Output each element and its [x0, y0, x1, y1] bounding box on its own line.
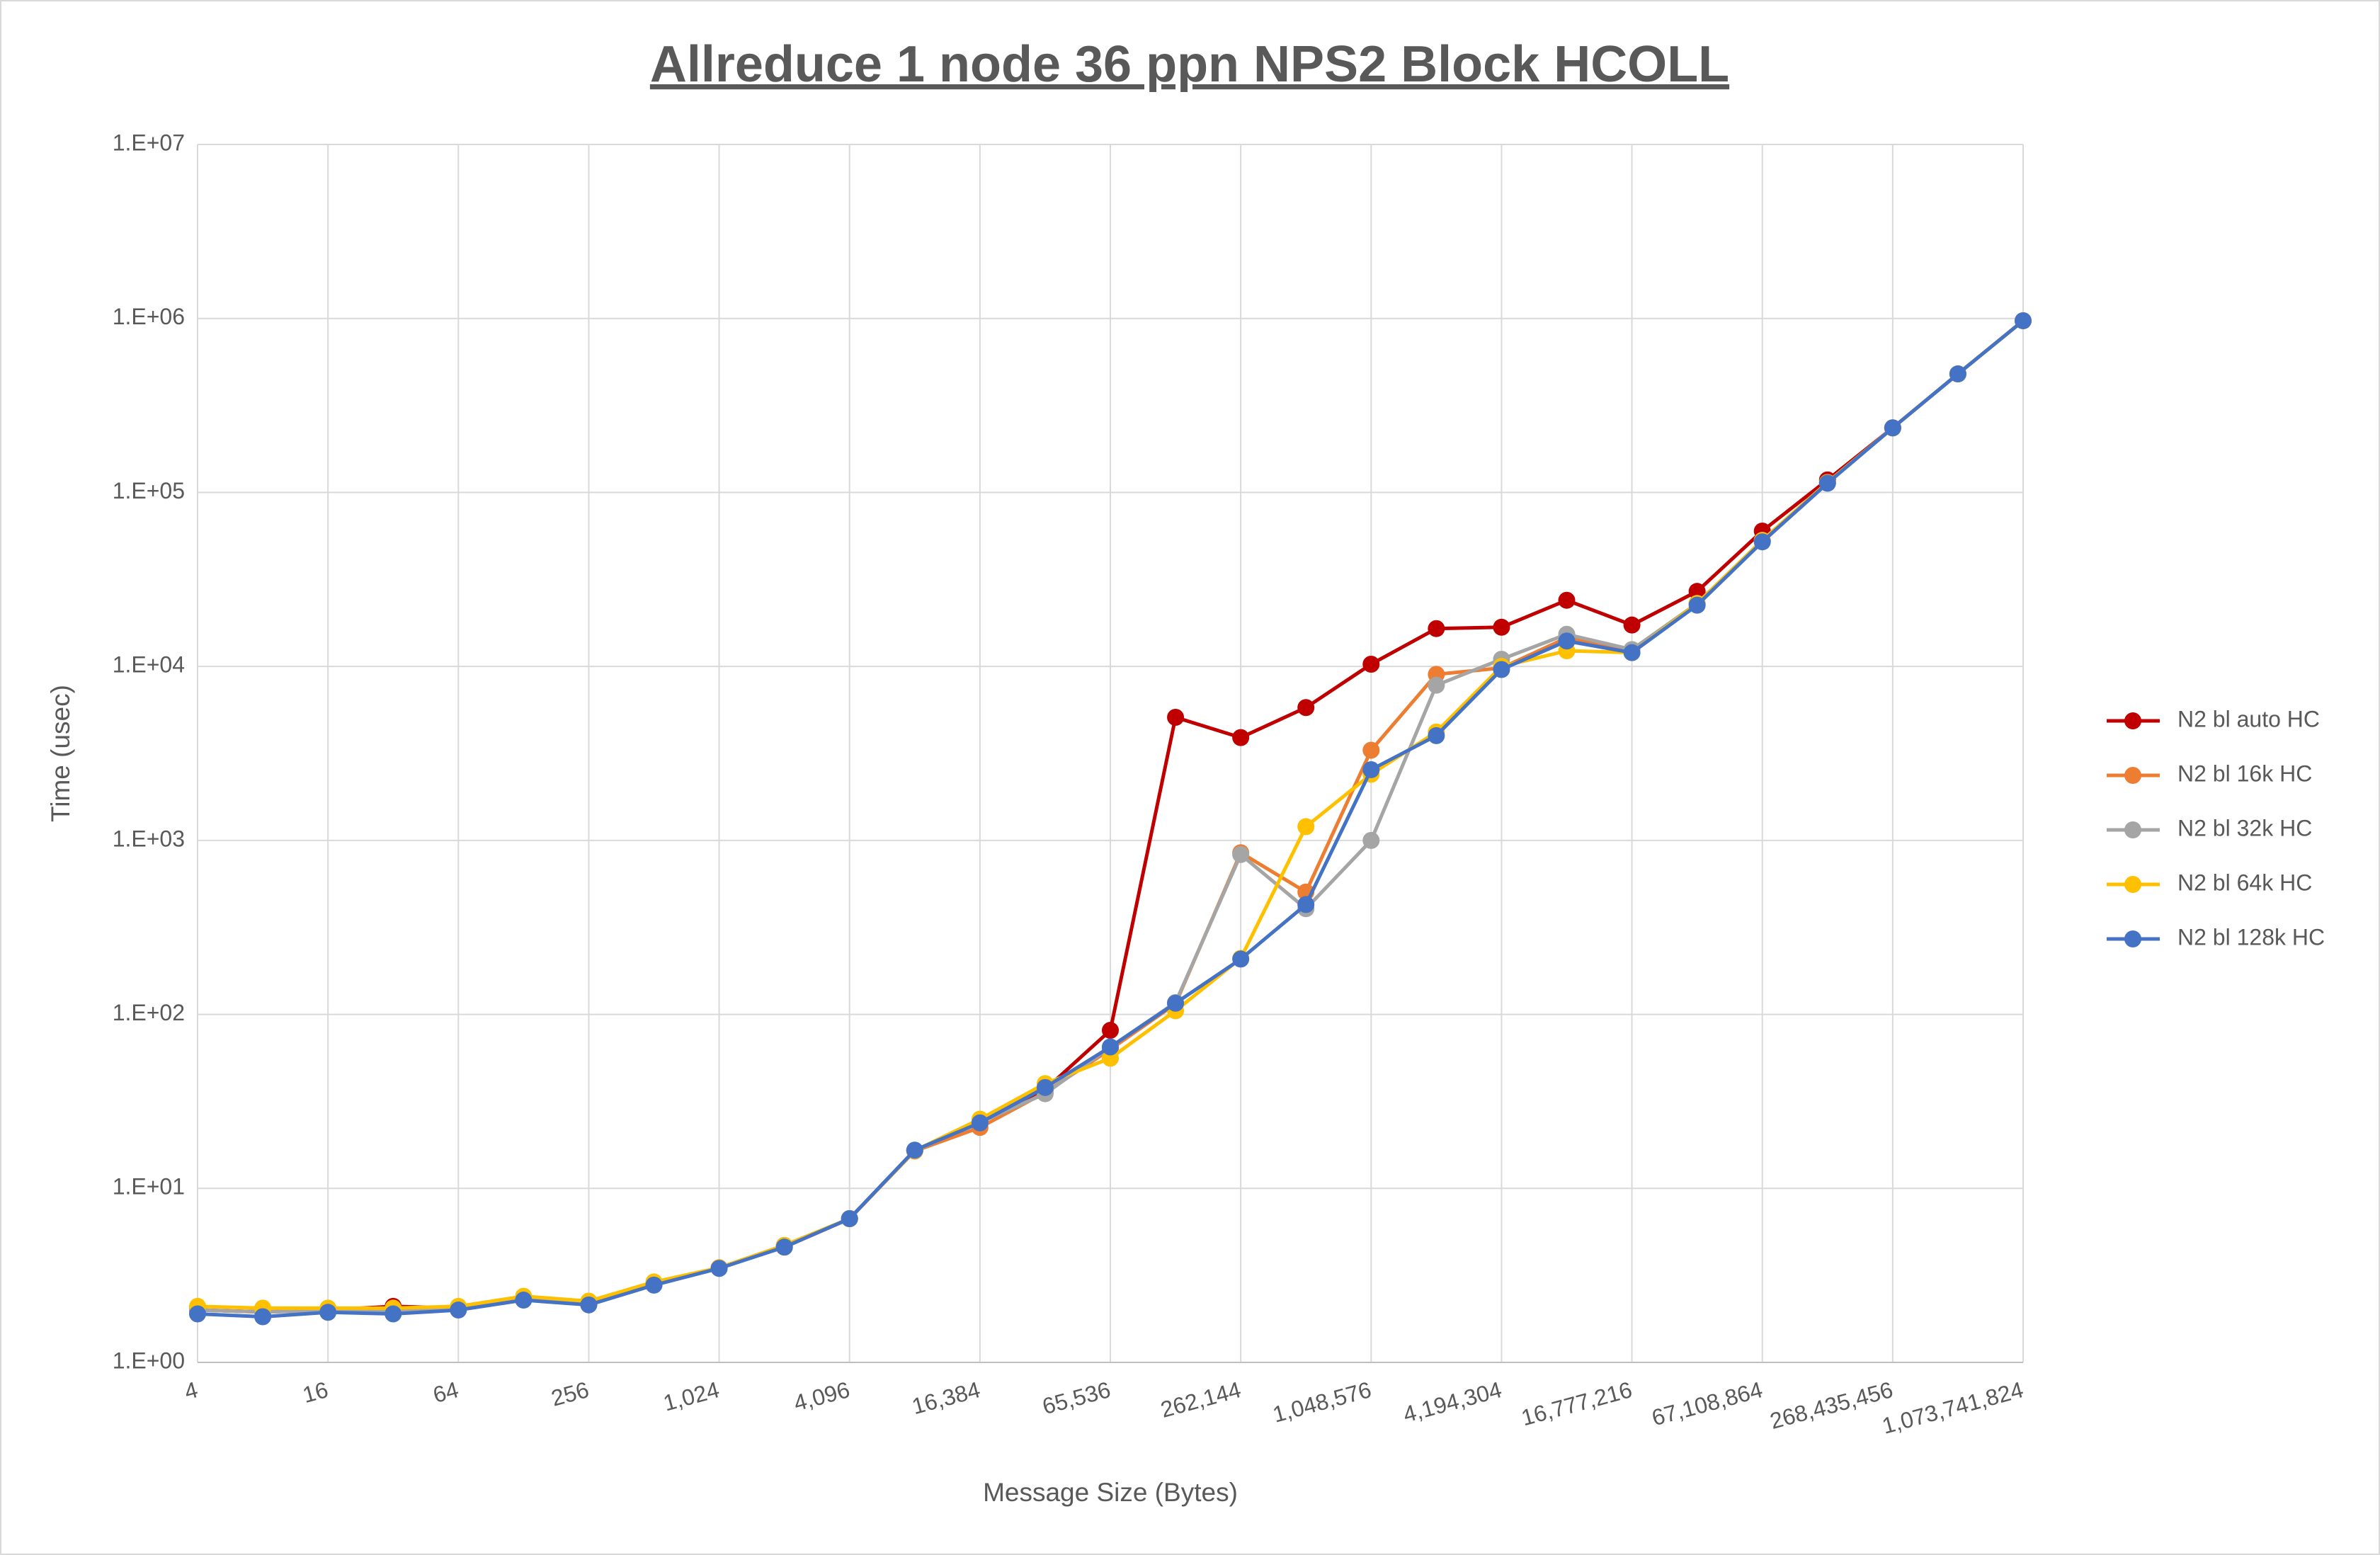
legend-label: N2 bl 64k HC: [2177, 870, 2312, 895]
data-point: [775, 1238, 793, 1256]
y-tick-label: 1.E+03: [113, 826, 185, 851]
data-point: [1688, 596, 1706, 614]
data-point: [1036, 1078, 1054, 1096]
data-point: [906, 1141, 923, 1159]
data-point: [1102, 1038, 1119, 1056]
y-tick-label: 1.E+07: [113, 130, 185, 155]
data-point: [254, 1308, 272, 1326]
data-point: [1167, 708, 1185, 726]
data-point: [1493, 618, 1510, 636]
data-point: [1949, 365, 1966, 383]
data-point: [1884, 419, 1901, 437]
legend-label: N2 bl 16k HC: [2177, 761, 2312, 786]
data-point: [1362, 831, 1380, 849]
data-point: [1558, 632, 1576, 650]
data-point: [971, 1114, 989, 1132]
data-point: [1297, 818, 1315, 836]
data-point: [580, 1296, 598, 1314]
data-point: [1493, 661, 1510, 678]
legend-marker: [2124, 876, 2141, 893]
data-point: [1623, 616, 1641, 634]
y-tick-label: 1.E+02: [113, 1000, 185, 1025]
data-point: [1623, 644, 1641, 661]
data-point: [1558, 591, 1576, 609]
y-tick-label: 1.E+01: [113, 1174, 185, 1200]
data-point: [1818, 474, 1836, 492]
data-point: [319, 1304, 337, 1321]
data-point: [1297, 896, 1315, 913]
data-point: [645, 1276, 663, 1294]
y-tick-label: 1.E+06: [113, 304, 185, 329]
data-point: [1362, 741, 1380, 759]
data-point: [1362, 761, 1380, 778]
data-point: [710, 1260, 728, 1277]
legend-label: N2 bl 128k HC: [2177, 924, 2325, 950]
chart-title: Allreduce 1 node 36 ppn NPS2 Block HCOLL: [650, 36, 1729, 93]
legend-marker: [2124, 821, 2141, 838]
data-point: [1167, 994, 1185, 1012]
data-point: [1102, 1022, 1119, 1039]
data-point: [1362, 655, 1380, 673]
x-axis-title: Message Size (Bytes): [983, 1478, 1238, 1507]
legend-label: N2 bl 32k HC: [2177, 815, 2312, 841]
data-point: [1428, 620, 1445, 637]
data-point: [1753, 533, 1771, 551]
data-point: [2015, 312, 2032, 329]
y-tick-label: 1.E+04: [113, 652, 185, 678]
data-point: [1232, 845, 1250, 863]
data-point: [450, 1301, 467, 1319]
data-point: [385, 1305, 402, 1323]
data-point: [1688, 583, 1706, 600]
data-point: [1297, 699, 1315, 717]
data-point: [841, 1210, 858, 1228]
legend-marker: [2124, 767, 2141, 784]
legend-marker: [2124, 712, 2141, 729]
data-point: [1428, 727, 1445, 744]
y-axis-title: Time (usec): [46, 685, 75, 822]
data-point: [189, 1305, 206, 1323]
data-point: [515, 1292, 533, 1309]
legend-label: N2 bl auto HC: [2177, 706, 2320, 731]
legend-marker: [2124, 930, 2141, 947]
data-point: [1232, 729, 1250, 746]
data-point: [1232, 950, 1250, 968]
data-point: [1428, 676, 1445, 694]
y-tick-label: 1.E+05: [113, 478, 185, 503]
y-tick-label: 1.E+00: [113, 1348, 185, 1373]
